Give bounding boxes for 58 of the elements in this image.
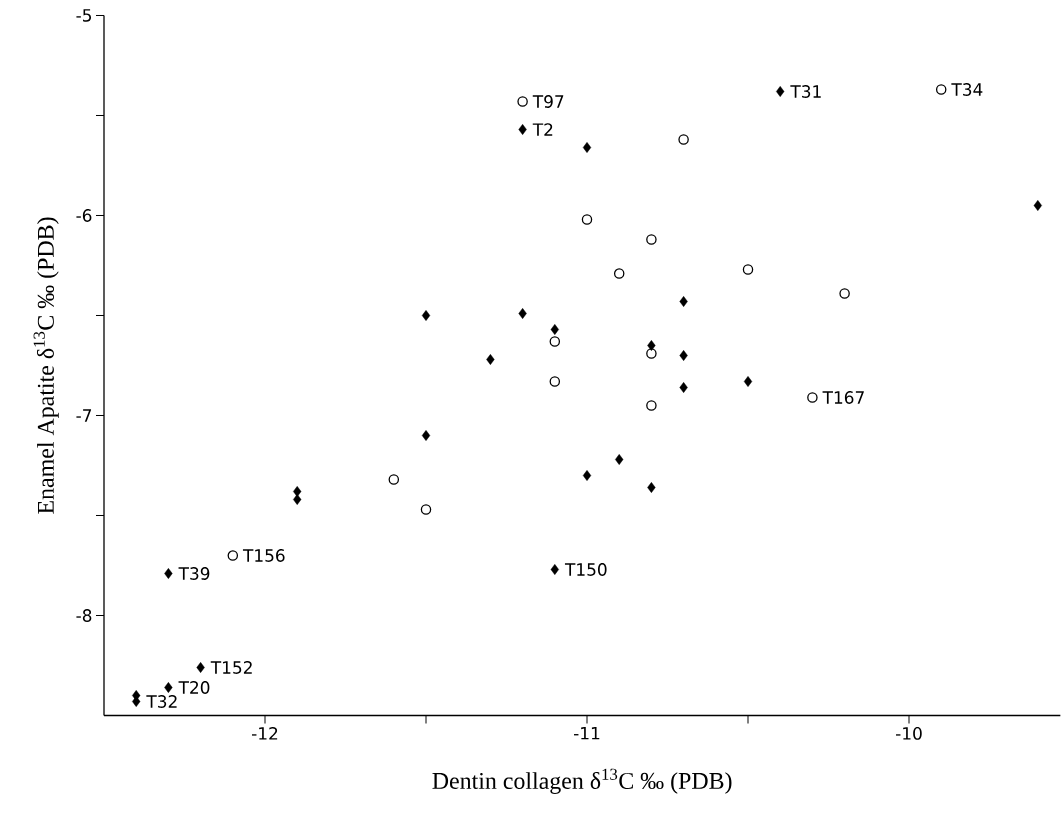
point <box>486 354 495 365</box>
point <box>582 470 592 481</box>
point <box>518 308 527 319</box>
annotation: T156 <box>242 549 285 562</box>
x-tick-label: -12 <box>252 727 278 740</box>
point <box>647 482 656 493</box>
annotation: T97 <box>532 95 564 108</box>
point <box>293 486 302 497</box>
point <box>549 336 561 347</box>
point <box>1033 200 1042 211</box>
point <box>743 376 753 387</box>
y-tick-label: -6 <box>76 209 92 222</box>
point <box>613 268 625 279</box>
point <box>646 400 657 411</box>
point <box>550 564 559 575</box>
y-axis-title: Enamel Apatite δ$^{13}$C ‰ (PDB) <box>33 217 59 514</box>
point <box>935 84 947 95</box>
point <box>196 662 205 673</box>
point <box>164 568 173 579</box>
point <box>550 324 559 335</box>
x-axis-title: Dentin collagen δ$^{13}$C ‰ (PDB) <box>432 768 732 794</box>
point <box>421 310 431 321</box>
annotation: T152 <box>210 661 252 674</box>
x-tick-label: -11 <box>574 727 600 740</box>
annotation: T31 <box>790 85 821 98</box>
point <box>646 348 657 359</box>
point <box>807 392 818 403</box>
point <box>549 376 561 387</box>
point <box>421 430 431 441</box>
point <box>646 234 657 245</box>
point <box>581 214 593 225</box>
annotation: T20 <box>178 681 210 694</box>
annotation: T167 <box>822 391 864 404</box>
y-tick-label: -5 <box>76 9 92 22</box>
point <box>679 350 688 361</box>
x-tick-label: -10 <box>896 727 922 740</box>
point <box>518 124 527 135</box>
point <box>517 96 528 107</box>
point <box>839 288 850 299</box>
point <box>293 494 302 505</box>
point <box>742 264 754 275</box>
point <box>164 682 173 693</box>
annotation: T34 <box>951 83 983 96</box>
point <box>679 296 688 307</box>
point <box>388 474 400 485</box>
annotation: T2 <box>532 123 553 136</box>
annotation: T150 <box>564 563 607 576</box>
annotation: T39 <box>178 567 210 580</box>
point <box>678 134 689 145</box>
annotation: T32 <box>146 695 177 708</box>
y-tick-label: -8 <box>76 609 92 622</box>
point <box>615 454 624 465</box>
point <box>227 550 239 561</box>
point <box>582 142 592 153</box>
point <box>776 86 785 97</box>
y-tick-label: -7 <box>76 409 92 422</box>
point <box>420 504 432 515</box>
point <box>679 382 688 393</box>
